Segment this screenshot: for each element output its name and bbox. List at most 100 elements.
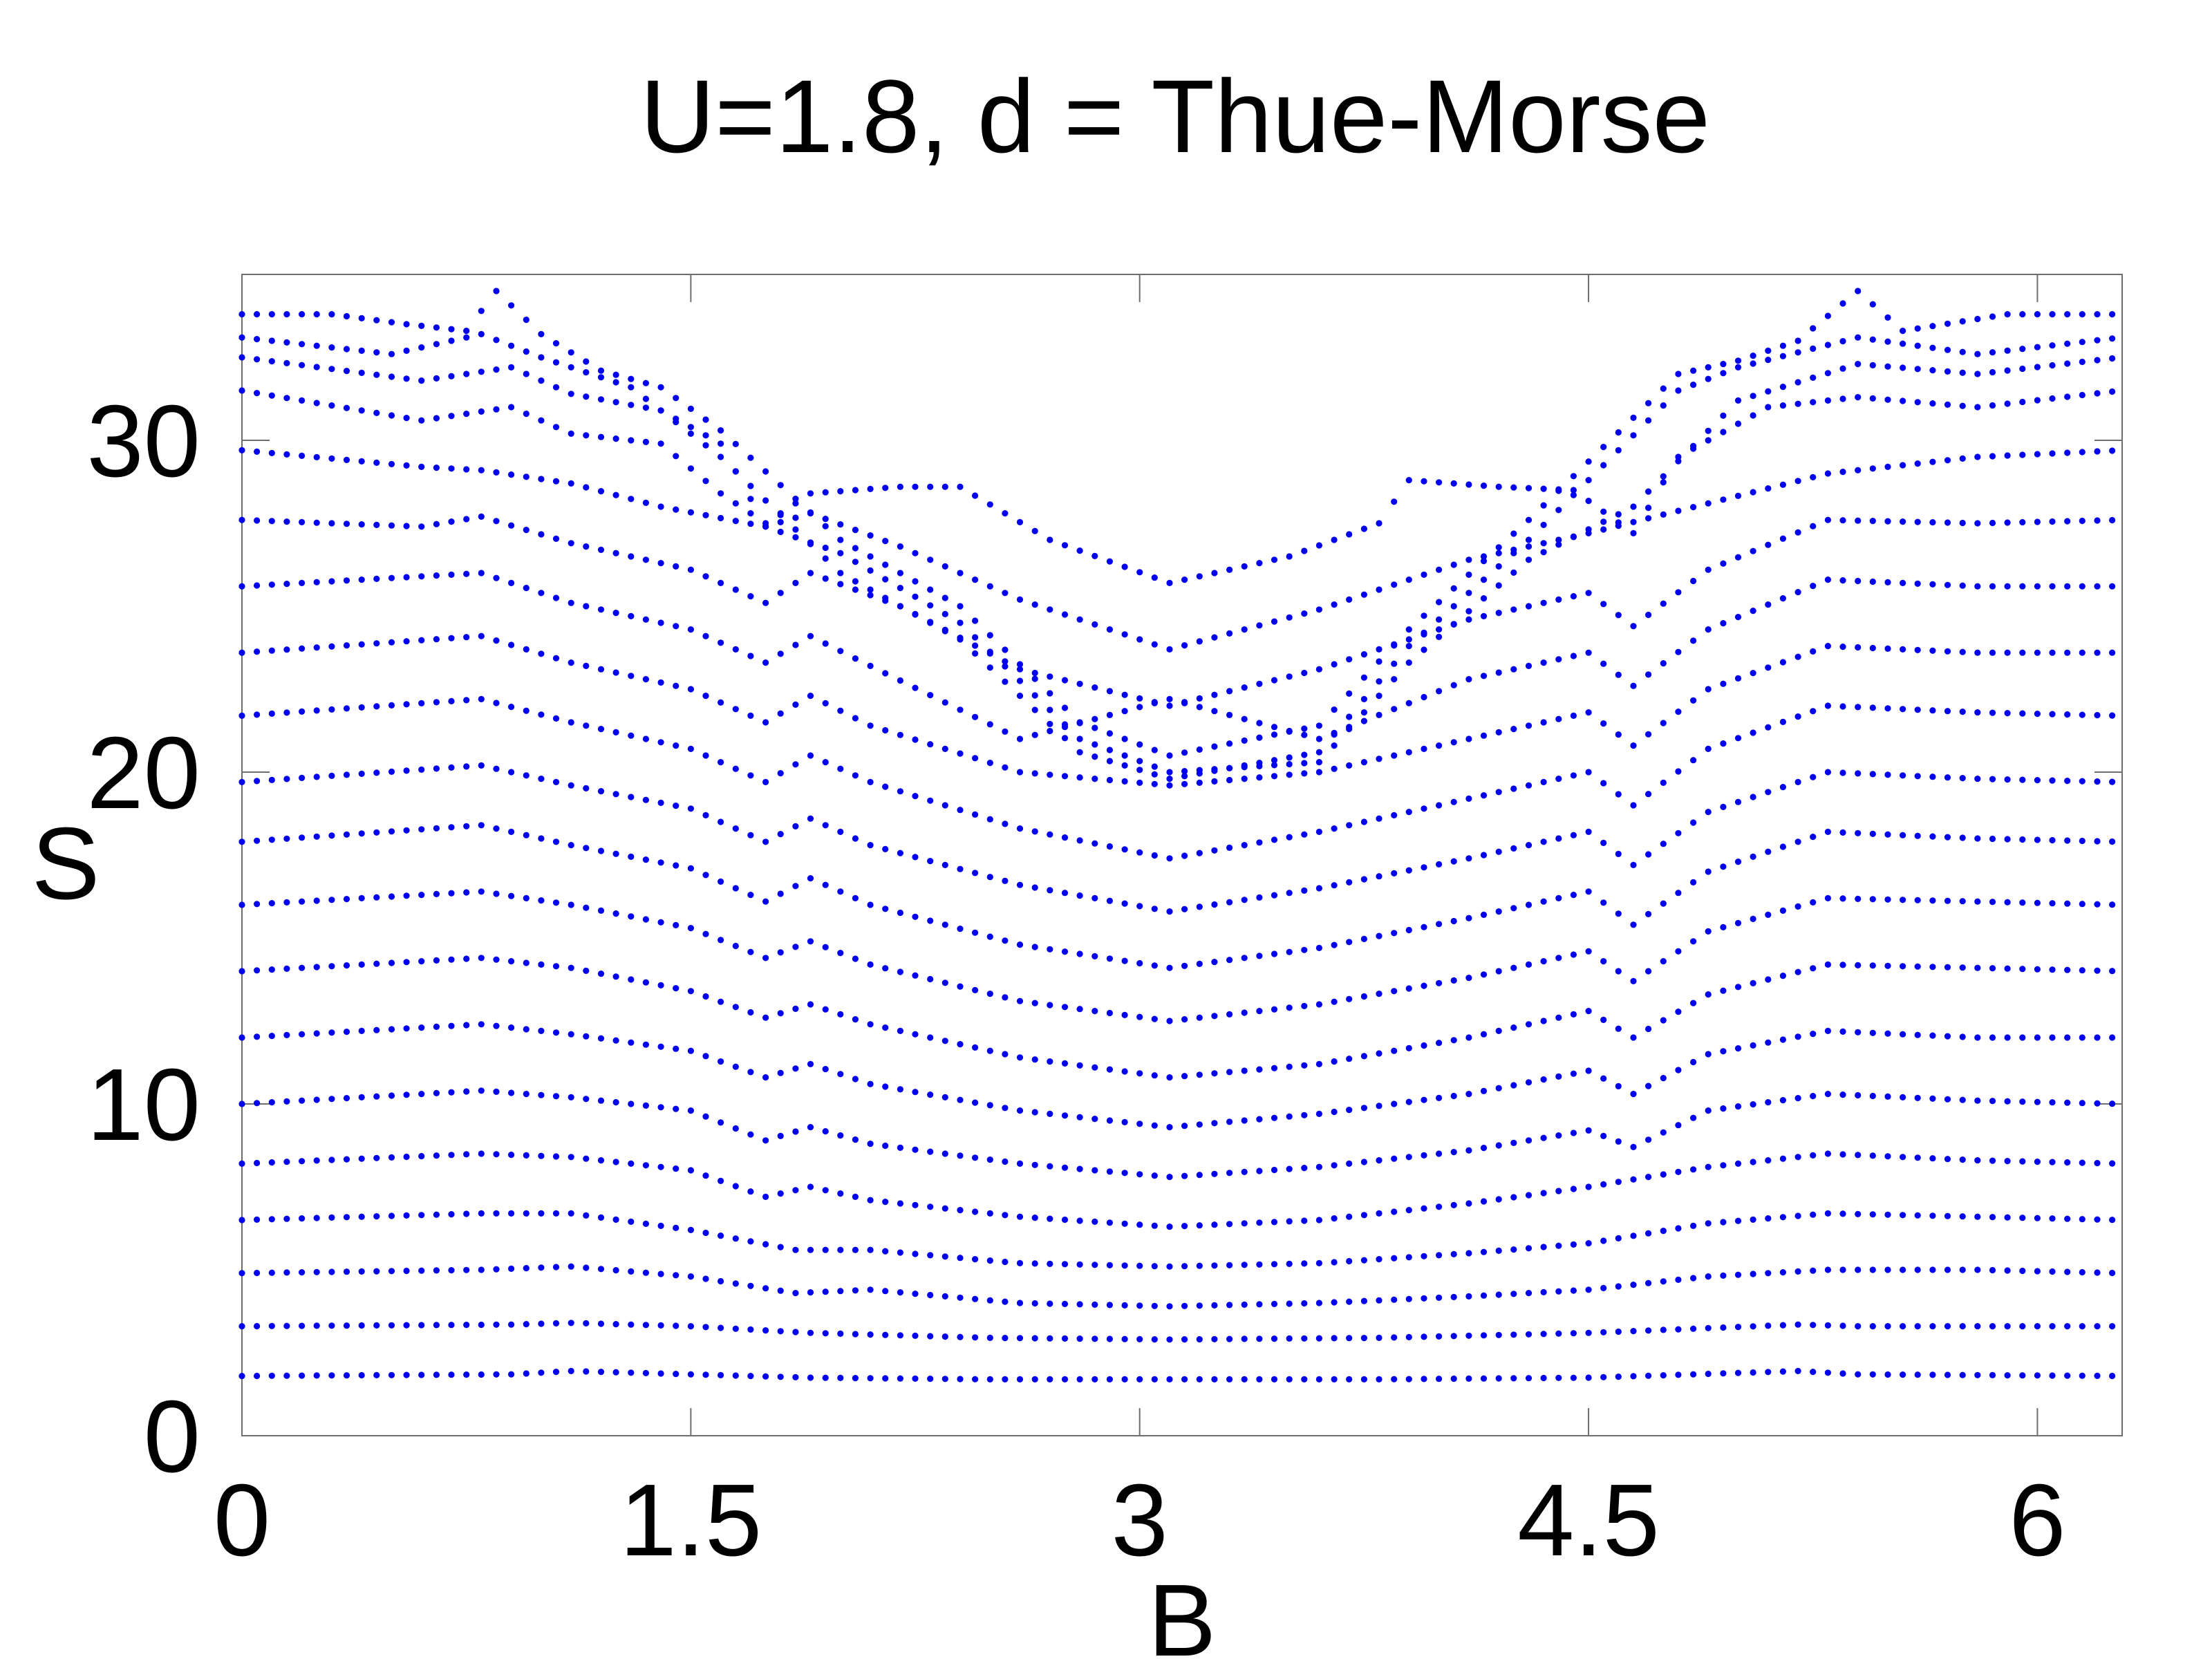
data-point <box>912 611 919 618</box>
data-point <box>1076 1217 1083 1224</box>
data-point <box>1720 924 1727 930</box>
data-point <box>1331 1376 1338 1382</box>
data-point <box>1585 498 1592 505</box>
data-point <box>238 968 245 975</box>
data-point <box>1705 686 1712 693</box>
series-7 <box>238 1021 2116 1131</box>
data-point <box>283 518 290 525</box>
data-point <box>941 1293 948 1300</box>
data-point <box>1525 1079 1533 1086</box>
data-point <box>299 452 306 460</box>
data-point <box>1196 1014 1203 1021</box>
data-point <box>448 373 455 379</box>
data-point <box>1480 971 1488 978</box>
data-point <box>1914 518 1921 525</box>
data-point <box>1405 809 1412 816</box>
data-point <box>777 1244 784 1250</box>
data-point <box>568 842 574 849</box>
data-point <box>1047 1335 1053 1342</box>
data-point <box>1181 1172 1188 1179</box>
data-point <box>1286 673 1293 680</box>
data-point <box>1061 948 1069 955</box>
data-point <box>1720 863 1727 870</box>
data-point <box>448 1089 455 1096</box>
data-point <box>1839 644 1846 650</box>
data-point <box>1974 709 1981 716</box>
data-point <box>1136 1013 1143 1020</box>
data-point <box>597 847 605 854</box>
data-point <box>762 1373 769 1380</box>
data-point <box>1675 589 1682 596</box>
data-point <box>867 1197 874 1203</box>
data-point <box>433 636 440 643</box>
data-point <box>1510 1246 1517 1253</box>
data-point <box>552 1093 560 1100</box>
data-point <box>1241 1009 1248 1016</box>
data-point <box>463 1022 470 1029</box>
data-point <box>448 413 455 420</box>
data-point <box>283 1372 290 1379</box>
data-point <box>673 921 679 928</box>
data-point <box>972 1099 979 1106</box>
data-point <box>1510 905 1517 912</box>
series-12 <box>238 695 2116 862</box>
data-point <box>1855 1371 1862 1378</box>
data-point <box>1301 1217 1308 1224</box>
data-point <box>986 632 993 639</box>
data-point <box>1436 742 1443 749</box>
data-point <box>657 1104 664 1111</box>
data-point <box>1301 731 1308 738</box>
data-point <box>2004 311 2011 318</box>
data-point <box>1989 1098 1996 1105</box>
data-point <box>822 1128 829 1135</box>
data-point <box>1106 758 1113 765</box>
data-point <box>463 516 470 523</box>
data-point <box>403 347 410 354</box>
data-point <box>1405 1207 1412 1214</box>
data-point <box>1810 523 1817 529</box>
data-point <box>463 634 470 641</box>
data-point <box>897 909 903 917</box>
data-point <box>403 462 410 469</box>
data-point <box>1959 1213 1966 1220</box>
data-point <box>673 453 679 460</box>
data-point <box>1540 1076 1547 1083</box>
data-point <box>523 317 529 324</box>
data-point <box>792 761 799 768</box>
data-point <box>1900 1154 1906 1161</box>
data-point <box>2079 358 2086 366</box>
data-point <box>283 1098 290 1105</box>
data-point <box>478 955 485 962</box>
data-point <box>1256 1066 1263 1073</box>
data-point <box>1929 458 1936 465</box>
data-point <box>1675 458 1682 465</box>
data-point <box>732 706 739 713</box>
data-point <box>597 546 605 554</box>
data-point <box>941 699 948 706</box>
data-point <box>568 1320 574 1327</box>
data-point <box>912 913 919 920</box>
data-point <box>1196 770 1203 777</box>
data-point <box>1645 1025 1652 1033</box>
data-point <box>1630 1091 1637 1098</box>
data-point <box>747 1009 754 1016</box>
data-point <box>1421 864 1427 871</box>
data-point <box>1615 1235 1622 1241</box>
data-point <box>702 1113 709 1120</box>
data-point <box>1884 1266 1891 1273</box>
data-point <box>1450 1092 1457 1100</box>
data-point <box>1166 646 1173 653</box>
data-point <box>612 550 619 556</box>
data-point <box>1989 519 1996 527</box>
data-point <box>1974 404 1981 411</box>
data-point <box>268 581 275 588</box>
data-point <box>254 336 261 343</box>
data-point <box>867 532 874 539</box>
data-point <box>568 1094 574 1100</box>
data-point <box>912 483 919 490</box>
data-point <box>433 1152 440 1159</box>
data-point <box>1315 735 1322 742</box>
data-point <box>1675 1326 1682 1333</box>
data-point <box>1465 590 1472 597</box>
data-point <box>2109 1100 2116 1107</box>
